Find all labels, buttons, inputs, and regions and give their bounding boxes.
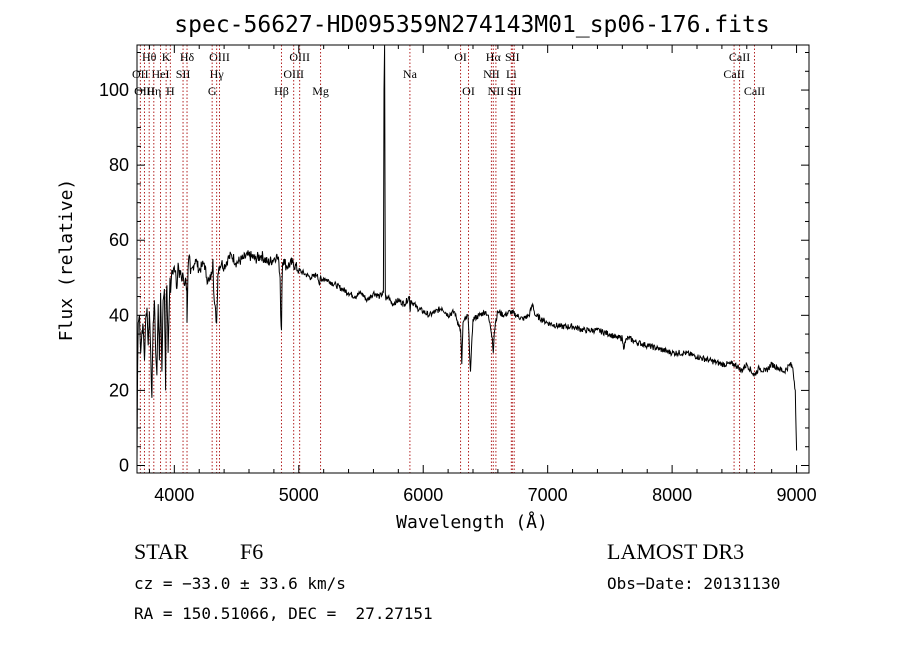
x-tick-label-5: 9000 <box>777 485 817 505</box>
line-label-12: Hβ <box>274 84 289 98</box>
line-label-26: CaII <box>723 67 744 81</box>
y-tick-label-2: 40 <box>109 305 129 325</box>
line-label-11: G <box>208 84 217 98</box>
line-label-16: Na <box>403 67 418 81</box>
line-label-5: K <box>162 50 171 64</box>
line-label-13: OIII <box>289 50 310 64</box>
object-subclass: F6 <box>240 539 264 564</box>
y-axis-label: Flux (relative) <box>56 179 77 342</box>
line-label-15: Mg <box>312 84 329 98</box>
survey-name: LAMOST DR3 <box>607 539 745 564</box>
line-label-8: Hδ <box>180 50 195 64</box>
line-label-25: CaII <box>729 50 750 64</box>
line-label-0: Hθ <box>142 50 157 64</box>
line-label-17: OI <box>454 50 467 64</box>
y-tick-label-4: 80 <box>109 155 129 175</box>
line-label-14: OIII <box>283 67 304 81</box>
plot-frame <box>136 44 810 474</box>
line-label-27: CaII <box>744 84 765 98</box>
chart-title: spec-56627-HD095359N274143M01_sp06-176.f… <box>174 12 769 38</box>
flux-series-line <box>136 44 798 462</box>
y-tick-label-1: 20 <box>109 380 129 400</box>
line-label-3: HeI <box>152 67 170 81</box>
x-tick-label-2: 6000 <box>403 485 443 505</box>
y-tick-label-5: 100 <box>99 80 129 100</box>
x-axis-label: Wavelength (Å) <box>396 511 548 533</box>
line-label-20: SII <box>505 50 520 64</box>
x-tick-label-0: 4000 <box>154 485 194 505</box>
y-tick-label-3: 60 <box>109 230 129 250</box>
x-tick-label-3: 7000 <box>528 485 568 505</box>
line-label-18: OI <box>462 84 475 98</box>
line-label-4: Hη <box>146 84 161 98</box>
x-tick-label-1: 5000 <box>279 485 319 505</box>
line-label-24: SII <box>507 84 522 98</box>
line-label-9: OIII <box>209 50 230 64</box>
line-label-6: SII <box>176 67 191 81</box>
y-tick-label-0: 0 <box>119 455 129 475</box>
x-tick-label-4: 8000 <box>652 485 692 505</box>
line-label-10: Hγ <box>210 67 225 81</box>
line-label-2: OIII <box>134 84 155 98</box>
coordinates-readout: RA = 150.51066, DEC = 27.27151 <box>134 604 433 623</box>
line-label-7: H <box>166 84 175 98</box>
redshift-readout: cz = −33.0 ± 33.6 km/s <box>134 574 346 593</box>
object-class: STAR <box>134 539 189 564</box>
line-label-21: NII <box>483 67 500 81</box>
axis-ticks: 4000 5000 6000 7000 8000 9000 0 20 40 60 80 100 <box>99 45 817 505</box>
line-label-1: OII <box>132 67 149 81</box>
line-label-22: Li <box>506 67 517 81</box>
line-label-19: Hα <box>486 50 502 64</box>
observation-date: Obs−Date: 20131130 <box>607 574 781 593</box>
line-label-23: NII <box>488 84 505 98</box>
